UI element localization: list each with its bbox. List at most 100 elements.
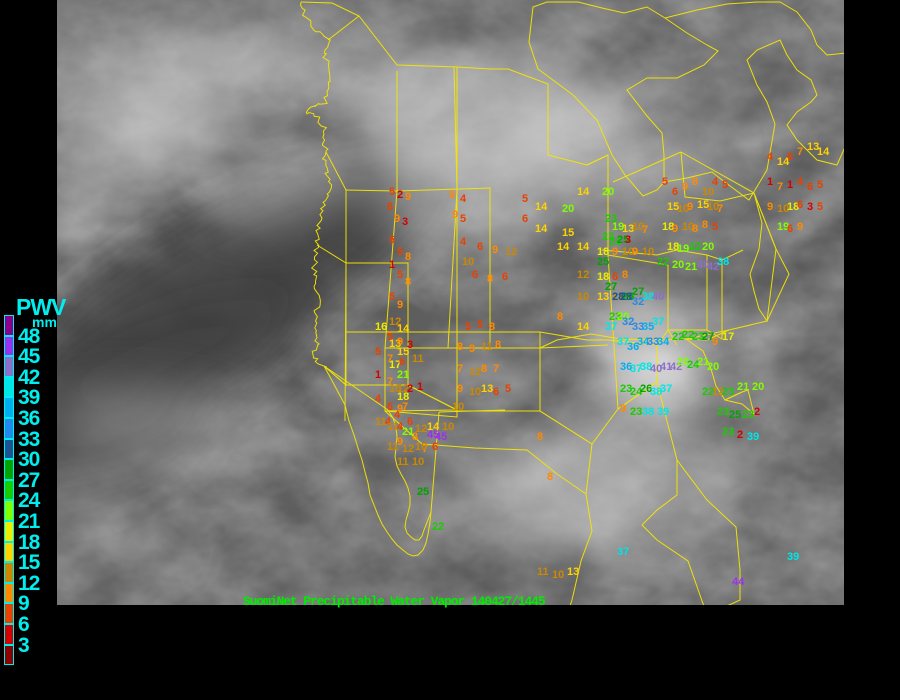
- svg-text:14: 14: [427, 421, 440, 433]
- svg-text:10: 10: [577, 291, 589, 303]
- svg-text:14: 14: [577, 241, 590, 253]
- svg-text:5: 5: [387, 331, 393, 343]
- svg-text:38: 38: [642, 406, 654, 418]
- svg-text:5: 5: [375, 346, 381, 358]
- svg-text:7: 7: [717, 203, 723, 215]
- svg-text:23: 23: [742, 409, 754, 421]
- svg-text:9: 9: [397, 403, 403, 415]
- svg-text:16: 16: [375, 321, 387, 333]
- svg-text:11: 11: [387, 421, 399, 433]
- svg-text:5: 5: [817, 201, 823, 213]
- svg-text:23: 23: [630, 406, 642, 418]
- svg-text:12: 12: [415, 423, 427, 435]
- svg-text:2: 2: [754, 406, 760, 418]
- svg-text:10: 10: [415, 441, 427, 453]
- svg-text:5: 5: [722, 179, 728, 191]
- svg-text:9: 9: [405, 191, 411, 203]
- svg-text:23: 23: [722, 386, 734, 398]
- svg-text:4: 4: [375, 393, 382, 405]
- svg-text:9: 9: [449, 189, 455, 201]
- svg-text:7: 7: [387, 353, 393, 365]
- svg-text:4: 4: [460, 236, 467, 248]
- svg-text:39: 39: [657, 406, 669, 418]
- svg-text:1: 1: [767, 176, 773, 188]
- svg-text:21: 21: [737, 381, 749, 393]
- svg-text:14: 14: [397, 323, 410, 335]
- svg-text:9: 9: [682, 181, 688, 193]
- svg-text:9: 9: [672, 223, 678, 235]
- svg-text:37: 37: [617, 546, 629, 558]
- svg-text:20: 20: [602, 186, 614, 198]
- svg-text:7: 7: [777, 181, 783, 193]
- svg-text:37: 37: [605, 321, 617, 333]
- svg-text:25: 25: [729, 409, 741, 421]
- svg-text:11: 11: [397, 456, 409, 468]
- svg-text:6: 6: [389, 234, 395, 246]
- svg-text:10: 10: [452, 401, 464, 413]
- svg-text:14: 14: [577, 321, 590, 333]
- svg-text:9: 9: [797, 221, 803, 233]
- svg-text:4: 4: [712, 176, 719, 188]
- svg-text:5: 5: [397, 246, 403, 258]
- svg-text:6: 6: [787, 223, 793, 235]
- svg-text:22: 22: [432, 521, 444, 533]
- svg-text:37: 37: [660, 383, 672, 395]
- svg-text:6: 6: [399, 356, 405, 368]
- svg-text:21: 21: [402, 426, 414, 438]
- svg-text:5: 5: [389, 186, 395, 198]
- svg-text:4: 4: [767, 151, 774, 163]
- svg-text:10: 10: [412, 456, 424, 468]
- svg-text:8: 8: [481, 363, 487, 375]
- svg-text:10: 10: [442, 421, 454, 433]
- svg-text:12: 12: [577, 269, 589, 281]
- svg-text:23: 23: [605, 213, 617, 225]
- svg-text:7: 7: [457, 363, 463, 375]
- svg-text:6: 6: [787, 151, 793, 163]
- svg-text:5: 5: [817, 179, 823, 191]
- svg-text:23: 23: [722, 426, 734, 438]
- svg-text:9: 9: [397, 336, 403, 348]
- svg-text:6: 6: [387, 401, 393, 413]
- svg-text:8: 8: [495, 339, 501, 351]
- svg-text:11: 11: [412, 353, 424, 365]
- svg-text:17: 17: [722, 331, 734, 343]
- svg-text:9: 9: [492, 244, 498, 256]
- svg-text:14: 14: [557, 241, 570, 253]
- svg-text:5: 5: [397, 269, 403, 281]
- svg-text:9: 9: [620, 403, 626, 415]
- svg-text:5: 5: [712, 221, 718, 233]
- svg-text:12: 12: [402, 443, 414, 455]
- svg-text:8: 8: [489, 321, 495, 333]
- svg-text:5: 5: [522, 193, 528, 205]
- svg-text:20: 20: [702, 241, 714, 253]
- svg-text:11: 11: [481, 341, 493, 353]
- svg-text:9: 9: [457, 383, 463, 395]
- svg-text:6: 6: [502, 271, 508, 283]
- svg-text:34: 34: [657, 336, 670, 348]
- svg-text:6: 6: [493, 386, 499, 398]
- svg-text:8: 8: [537, 431, 543, 443]
- svg-text:14: 14: [535, 223, 548, 235]
- svg-text:10: 10: [552, 569, 564, 581]
- svg-text:3: 3: [807, 201, 813, 213]
- svg-text:5: 5: [477, 319, 483, 331]
- svg-text:38: 38: [717, 256, 729, 268]
- svg-text:7: 7: [797, 146, 803, 158]
- svg-text:44: 44: [732, 576, 745, 588]
- svg-text:9: 9: [687, 201, 693, 213]
- svg-text:6: 6: [672, 186, 678, 198]
- svg-text:6: 6: [797, 199, 803, 211]
- svg-text:14: 14: [577, 186, 590, 198]
- svg-text:6: 6: [522, 213, 528, 225]
- svg-text:11: 11: [537, 566, 549, 578]
- svg-text:28: 28: [620, 291, 632, 303]
- svg-text:20: 20: [562, 203, 574, 215]
- svg-text:1: 1: [417, 381, 423, 393]
- svg-text:9: 9: [394, 213, 400, 225]
- svg-text:8: 8: [457, 341, 463, 353]
- svg-text:5: 5: [460, 213, 466, 225]
- svg-text:4: 4: [797, 176, 804, 188]
- svg-text:39: 39: [787, 551, 799, 563]
- svg-text:3: 3: [407, 339, 413, 351]
- svg-text:4: 4: [460, 193, 467, 205]
